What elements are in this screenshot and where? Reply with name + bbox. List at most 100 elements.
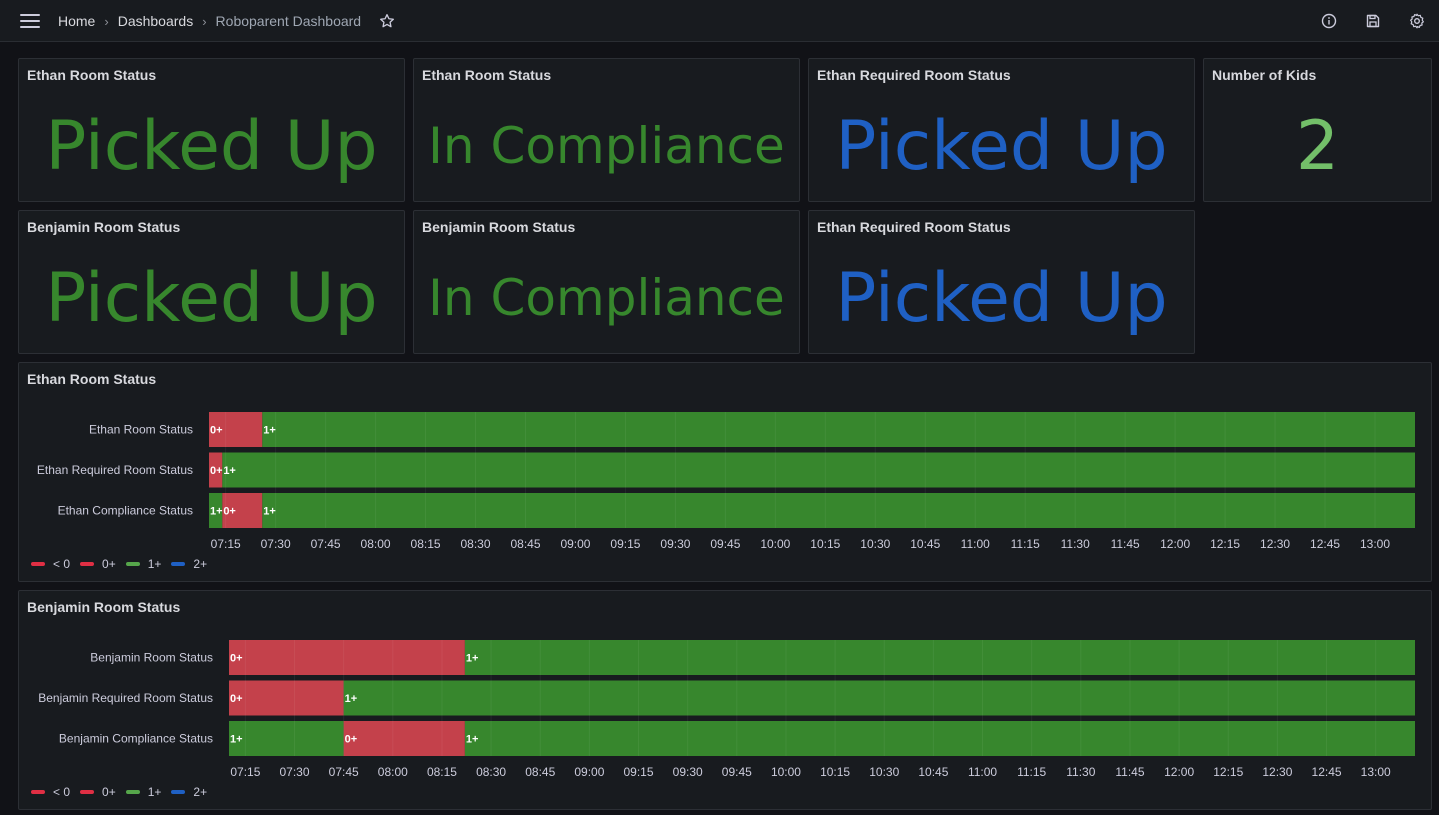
timeline-segment[interactable] (209, 452, 223, 488)
x-tick-label: 07:45 (311, 537, 341, 551)
legend-label: 2+ (193, 557, 208, 571)
x-tick-label: 11:30 (1066, 765, 1095, 779)
x-tick-label: 09:00 (574, 765, 604, 779)
x-tick-label: 12:00 (1164, 765, 1194, 779)
x-tick-label: 09:45 (722, 765, 752, 779)
x-tick-label: 08:30 (476, 765, 506, 779)
segment-label: 1+ (210, 506, 223, 518)
legend-label: 2+ (193, 785, 208, 799)
x-tick-label: 09:15 (610, 537, 640, 551)
row-label: Benjamin Room Status (90, 651, 213, 665)
x-tick-label: 08:00 (361, 537, 391, 551)
segment-label: 1+ (230, 734, 243, 746)
legend-item[interactable]: 1+ (125, 785, 161, 799)
legend-item[interactable]: 0+ (80, 557, 116, 571)
legend-swatch (80, 790, 95, 794)
legend-item[interactable]: 1+ (125, 557, 162, 571)
panel-title: Benjamin Room Status (27, 599, 181, 615)
legend-label: 1+ (147, 557, 162, 571)
x-tick-label: 11:45 (1111, 537, 1140, 551)
segment-label: 1+ (263, 506, 276, 518)
x-tick-label: 12:15 (1213, 765, 1243, 779)
hamburger-icon[interactable] (20, 14, 40, 28)
timeline-panel-ethan[interactable]: Ethan Room Status 0+ 1+ Ethan Required Room… (18, 362, 1432, 582)
stat-panel-ethan-compliance[interactable]: Ethan Room Status In Compliance (413, 58, 800, 202)
breadcrumb: Home › Dashboards › Roboparent Dashboard (58, 0, 395, 42)
timeline-segment[interactable] (229, 721, 344, 756)
stat-panel-benjamin-room-status[interactable]: Benjamin Room Status Picked Up (18, 210, 405, 354)
x-tick-label: 11:30 (1061, 537, 1090, 551)
x-tick-label: 08:15 (411, 537, 441, 551)
breadcrumb-separator: › (104, 13, 109, 29)
legend-item[interactable]: < 0 (31, 785, 70, 799)
save-icon[interactable] (1365, 13, 1381, 29)
timeline-segment[interactable] (222, 452, 1416, 488)
panel-title: Benjamin Room Status (27, 219, 181, 235)
x-tick-label: 09:30 (673, 765, 703, 779)
stat-value: Picked Up (835, 107, 1168, 186)
stat-value: In Compliance (428, 117, 785, 175)
x-tick-label: 13:00 (1361, 765, 1391, 779)
x-tick-label: 10:30 (869, 765, 899, 779)
breadcrumb-dashboards[interactable]: Dashboards (117, 13, 194, 29)
x-tick-label: 08:00 (378, 765, 408, 779)
timeline-segment[interactable] (262, 493, 1416, 528)
legend-swatch (171, 790, 186, 794)
stat-value: In Compliance (428, 269, 785, 327)
legend-label: 0+ (102, 785, 116, 799)
panel-title: Ethan Required Room Status (817, 219, 1011, 235)
segment-label: 1+ (345, 693, 358, 705)
x-tick-label: 11:00 (961, 537, 990, 551)
legend-item[interactable]: 2+ (171, 785, 207, 799)
stat-panel-ethan-required-room-status[interactable]: Ethan Required Room Status Picked Up (808, 58, 1195, 202)
panel-title: Ethan Room Status (422, 67, 552, 83)
info-icon[interactable] (1321, 13, 1337, 29)
legend-label: 0+ (102, 557, 116, 571)
x-tick-label: 11:15 (1011, 537, 1040, 551)
x-tick-label: 07:45 (329, 765, 359, 779)
timeline-segment[interactable] (222, 493, 263, 528)
row-label: Ethan Room Status (89, 423, 193, 437)
x-tick-label: 11:15 (1017, 765, 1046, 779)
state-timeline-chart: Benjamin Room Status 0+ 1+ Benjamin Require… (38, 640, 1416, 779)
legend-item[interactable]: 2+ (171, 557, 207, 571)
segment-label: 1+ (466, 734, 479, 746)
segment-label: 0+ (210, 465, 223, 477)
legend-item[interactable]: < 0 (31, 557, 70, 571)
timeline-segment[interactable] (464, 721, 1415, 756)
timeline-segment[interactable] (229, 680, 344, 716)
x-tick-label: 12:30 (1260, 537, 1290, 551)
x-tick-label: 09:00 (560, 537, 590, 551)
gear-icon[interactable] (1409, 13, 1425, 29)
timeline-segment[interactable] (209, 493, 223, 528)
stat-value: Picked Up (45, 259, 378, 338)
star-icon[interactable] (379, 13, 395, 29)
x-tick-label: 10:45 (918, 765, 948, 779)
timeline-segment[interactable] (343, 680, 1416, 716)
row-label: Benjamin Compliance Status (59, 732, 213, 746)
segment-label: 0+ (210, 425, 223, 437)
stat-panel-number-of-kids[interactable]: Number of Kids 2 (1203, 58, 1432, 202)
breadcrumb-home[interactable]: Home (58, 13, 96, 29)
stat-panel-benjamin-compliance[interactable]: Benjamin Room Status In Compliance (413, 210, 800, 354)
row-label: Ethan Compliance Status (58, 504, 193, 518)
x-tick-label: 10:30 (860, 537, 890, 551)
timeline-segment[interactable] (464, 640, 1415, 675)
timeline-segment[interactable] (229, 640, 465, 675)
timeline-segment[interactable] (262, 412, 1416, 447)
breadcrumb-separator: › (202, 13, 207, 29)
timeline-panel-benjamin[interactable]: Benjamin Room Status 0+ 1+ Benjamin Require… (18, 590, 1432, 810)
x-tick-label: 10:15 (820, 765, 850, 779)
legend-item[interactable]: 0+ (80, 785, 116, 799)
stat-panel-ethan-room-status[interactable]: Ethan Room Status Picked Up (18, 58, 405, 202)
x-tick-label: 12:45 (1312, 765, 1342, 779)
state-timeline-chart: Ethan Room Status 0+ 1+Ethan Required Room… (37, 412, 1416, 551)
timeline-segment[interactable] (209, 412, 263, 447)
x-tick-label: 10:00 (760, 537, 790, 551)
row-label: Benjamin Required Room Status (38, 691, 213, 705)
stat-panel-ethan-required-room-status-2[interactable]: Ethan Required Room Status Picked Up (808, 210, 1195, 354)
legend-swatch (125, 790, 140, 794)
chart-legend: < 0 0+ 1+ 2+ (31, 785, 217, 799)
timeline-segment[interactable] (343, 721, 465, 756)
x-tick-label: 12:00 (1160, 537, 1190, 551)
